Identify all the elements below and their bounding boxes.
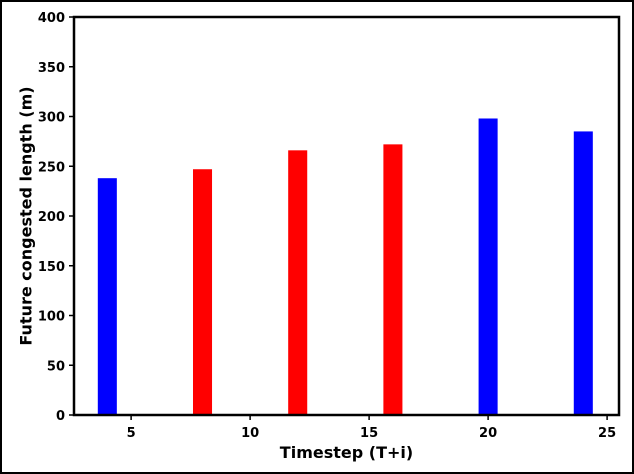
y-tick-label: 150 [38, 260, 65, 275]
bar-t20 [478, 118, 498, 416]
x-tick-label: 20 [479, 426, 497, 441]
y-tick-label: 250 [38, 160, 65, 175]
bar-t16 [383, 144, 403, 416]
plot-area [72, 15, 621, 417]
y-tick-label: 100 [38, 310, 65, 325]
x-ticks-group: 5 10 15 20 25 [127, 415, 616, 441]
y-tick-label: 400 [38, 11, 65, 26]
y-tick-label: 350 [38, 61, 65, 76]
x-tick-label: 10 [241, 426, 259, 441]
bars-group [97, 118, 593, 416]
bar-t8 [192, 169, 213, 415]
y-tick-label: 50 [47, 359, 65, 374]
y-tick-label: 300 [38, 111, 65, 126]
y-tick-label: 200 [38, 210, 65, 225]
y-ticks-group: 0 50 100 150 200 250 300 350 400 [38, 11, 74, 424]
y-axis-title: Future congested length (m) [17, 86, 36, 345]
y-tick-label: 0 [56, 409, 65, 424]
bar-t4 [97, 178, 117, 415]
x-tick-label: 5 [127, 426, 136, 441]
bar-t24 [573, 131, 593, 416]
x-axis-title: Timestep (T+i) [280, 443, 413, 462]
bar-t12 [288, 150, 308, 415]
x-tick-label: 25 [598, 426, 616, 441]
x-tick-label: 15 [360, 426, 378, 441]
